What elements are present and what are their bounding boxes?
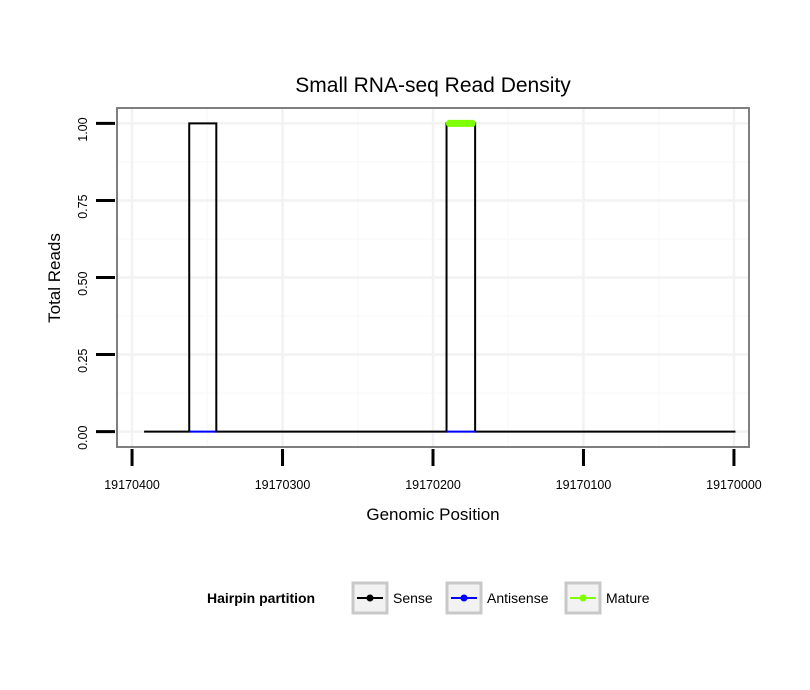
legend-key-point <box>579 594 587 602</box>
x-tick-label: 19170000 <box>706 478 762 492</box>
legend-label-mature: Mature <box>606 590 650 606</box>
x-tick-label: 19170300 <box>255 478 311 492</box>
plot-panel <box>116 107 750 448</box>
series-mature-point <box>468 119 476 128</box>
legend-label-sense: Sense <box>393 590 433 606</box>
y-tick-label: 0.75 <box>76 194 90 218</box>
y-tick-label: 1.00 <box>76 117 90 141</box>
y-axis-title: Total Reads <box>45 233 64 323</box>
x-tick-label: 19170400 <box>104 478 160 492</box>
y-tick-label: 0.50 <box>76 271 90 295</box>
legend-key-point <box>366 594 374 602</box>
y-tick-label: 0.00 <box>76 426 90 450</box>
series-sense-line <box>144 122 736 433</box>
x-tick-label: 19170100 <box>556 478 612 492</box>
y-tick-label: 0.25 <box>76 349 90 373</box>
chart-title: Small RNA-seq Read Density <box>295 74 571 97</box>
y-axis: 0.00 0.25 0.50 0.75 1.00 <box>76 117 115 450</box>
legend-label-antisense: Antisense <box>487 590 549 606</box>
legend-key-point <box>460 594 468 602</box>
x-axis-title: Genomic Position <box>366 505 499 524</box>
legend-title: Hairpin partition <box>207 590 315 606</box>
legend: Hairpin partition Sense Antisense Mature <box>207 581 650 615</box>
panel-border <box>116 107 750 448</box>
x-tick-label: 19170200 <box>405 478 461 492</box>
x-axis: 19170400 19170300 19170200 19170100 19170000 <box>104 449 762 492</box>
